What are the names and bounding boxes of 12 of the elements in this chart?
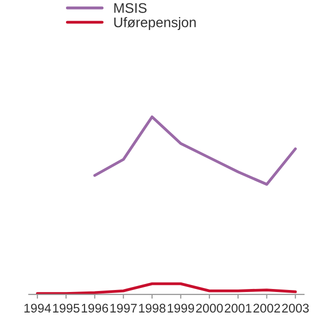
x-tick-label: 2003 bbox=[282, 304, 309, 313]
x-tick-label: 1994 bbox=[24, 304, 51, 313]
legend-label: Uførepensjon bbox=[114, 17, 196, 30]
x-tick-label: 1995 bbox=[53, 304, 80, 313]
x-tick-label: 1997 bbox=[110, 304, 137, 313]
x-tick-label: 2001 bbox=[224, 304, 252, 313]
x-tick-label: 1998 bbox=[139, 304, 166, 313]
x-tick-label: 1996 bbox=[82, 304, 108, 313]
x-tick-label: 1999 bbox=[168, 304, 194, 313]
x-tick-label: 2002 bbox=[253, 304, 280, 313]
legend-label: MSIS bbox=[114, 3, 147, 13]
x-tick-label: 2000 bbox=[196, 304, 223, 313]
